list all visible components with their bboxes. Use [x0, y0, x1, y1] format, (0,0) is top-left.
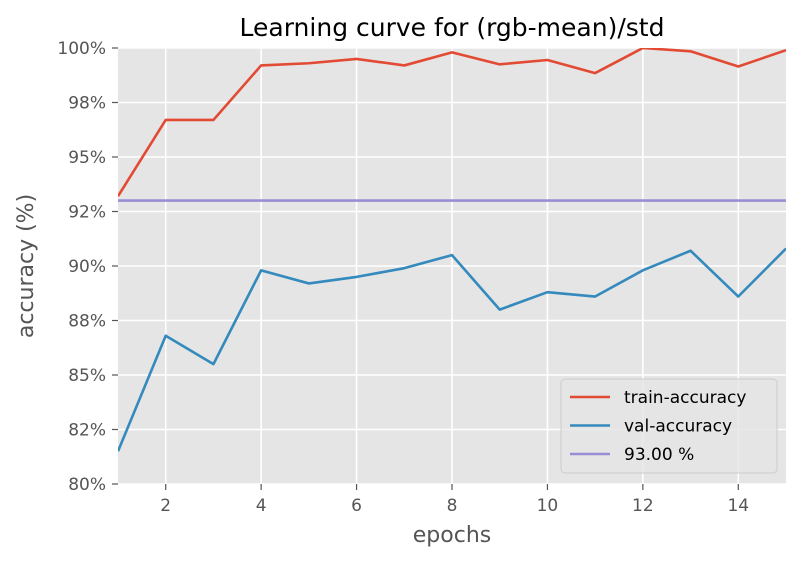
series-line-1 — [118, 247, 786, 452]
legend-label: val-accuracy — [624, 417, 732, 437]
y-axis-label: accuracy (%) — [14, 194, 39, 338]
y-tick-label: 100% — [57, 39, 106, 59]
chart-title: Learning curve for (rgb-mean)/std — [240, 13, 665, 42]
y-tick-label: 92% — [68, 203, 106, 223]
y-tick-label: 90% — [68, 257, 106, 277]
x-axis-label: epochs — [413, 523, 491, 548]
x-tick-label: 6 — [351, 496, 362, 516]
x-tick-label: 14 — [727, 496, 749, 516]
y-axis-ticks: 80% 82% 85% 88% 90% 92% 95% 98% 100% — [57, 39, 118, 495]
series-lines — [118, 48, 786, 452]
legend-label: train-accuracy — [624, 388, 746, 408]
legend: train-accuracy val-accuracy 93.00 % — [560, 378, 778, 474]
y-tick-label: 82% — [68, 421, 106, 441]
x-tick-label: 12 — [632, 496, 654, 516]
x-tick-label: 10 — [537, 496, 559, 516]
x-tick-label: 4 — [256, 496, 267, 516]
y-tick-label: 95% — [68, 148, 106, 168]
grid-lines — [118, 47, 786, 485]
y-tick-label: 88% — [68, 312, 106, 332]
x-axis-ticks: 2 4 6 8 10 12 14 — [160, 484, 749, 516]
legend-box — [560, 378, 778, 474]
series-line-0 — [118, 48, 786, 197]
y-tick-label: 85% — [68, 366, 106, 386]
legend-label: 93.00 % — [624, 445, 694, 465]
x-tick-label: 2 — [160, 496, 171, 516]
y-tick-label: 80% — [68, 475, 106, 495]
x-tick-label: 8 — [447, 496, 458, 516]
y-tick-label: 98% — [68, 94, 106, 114]
